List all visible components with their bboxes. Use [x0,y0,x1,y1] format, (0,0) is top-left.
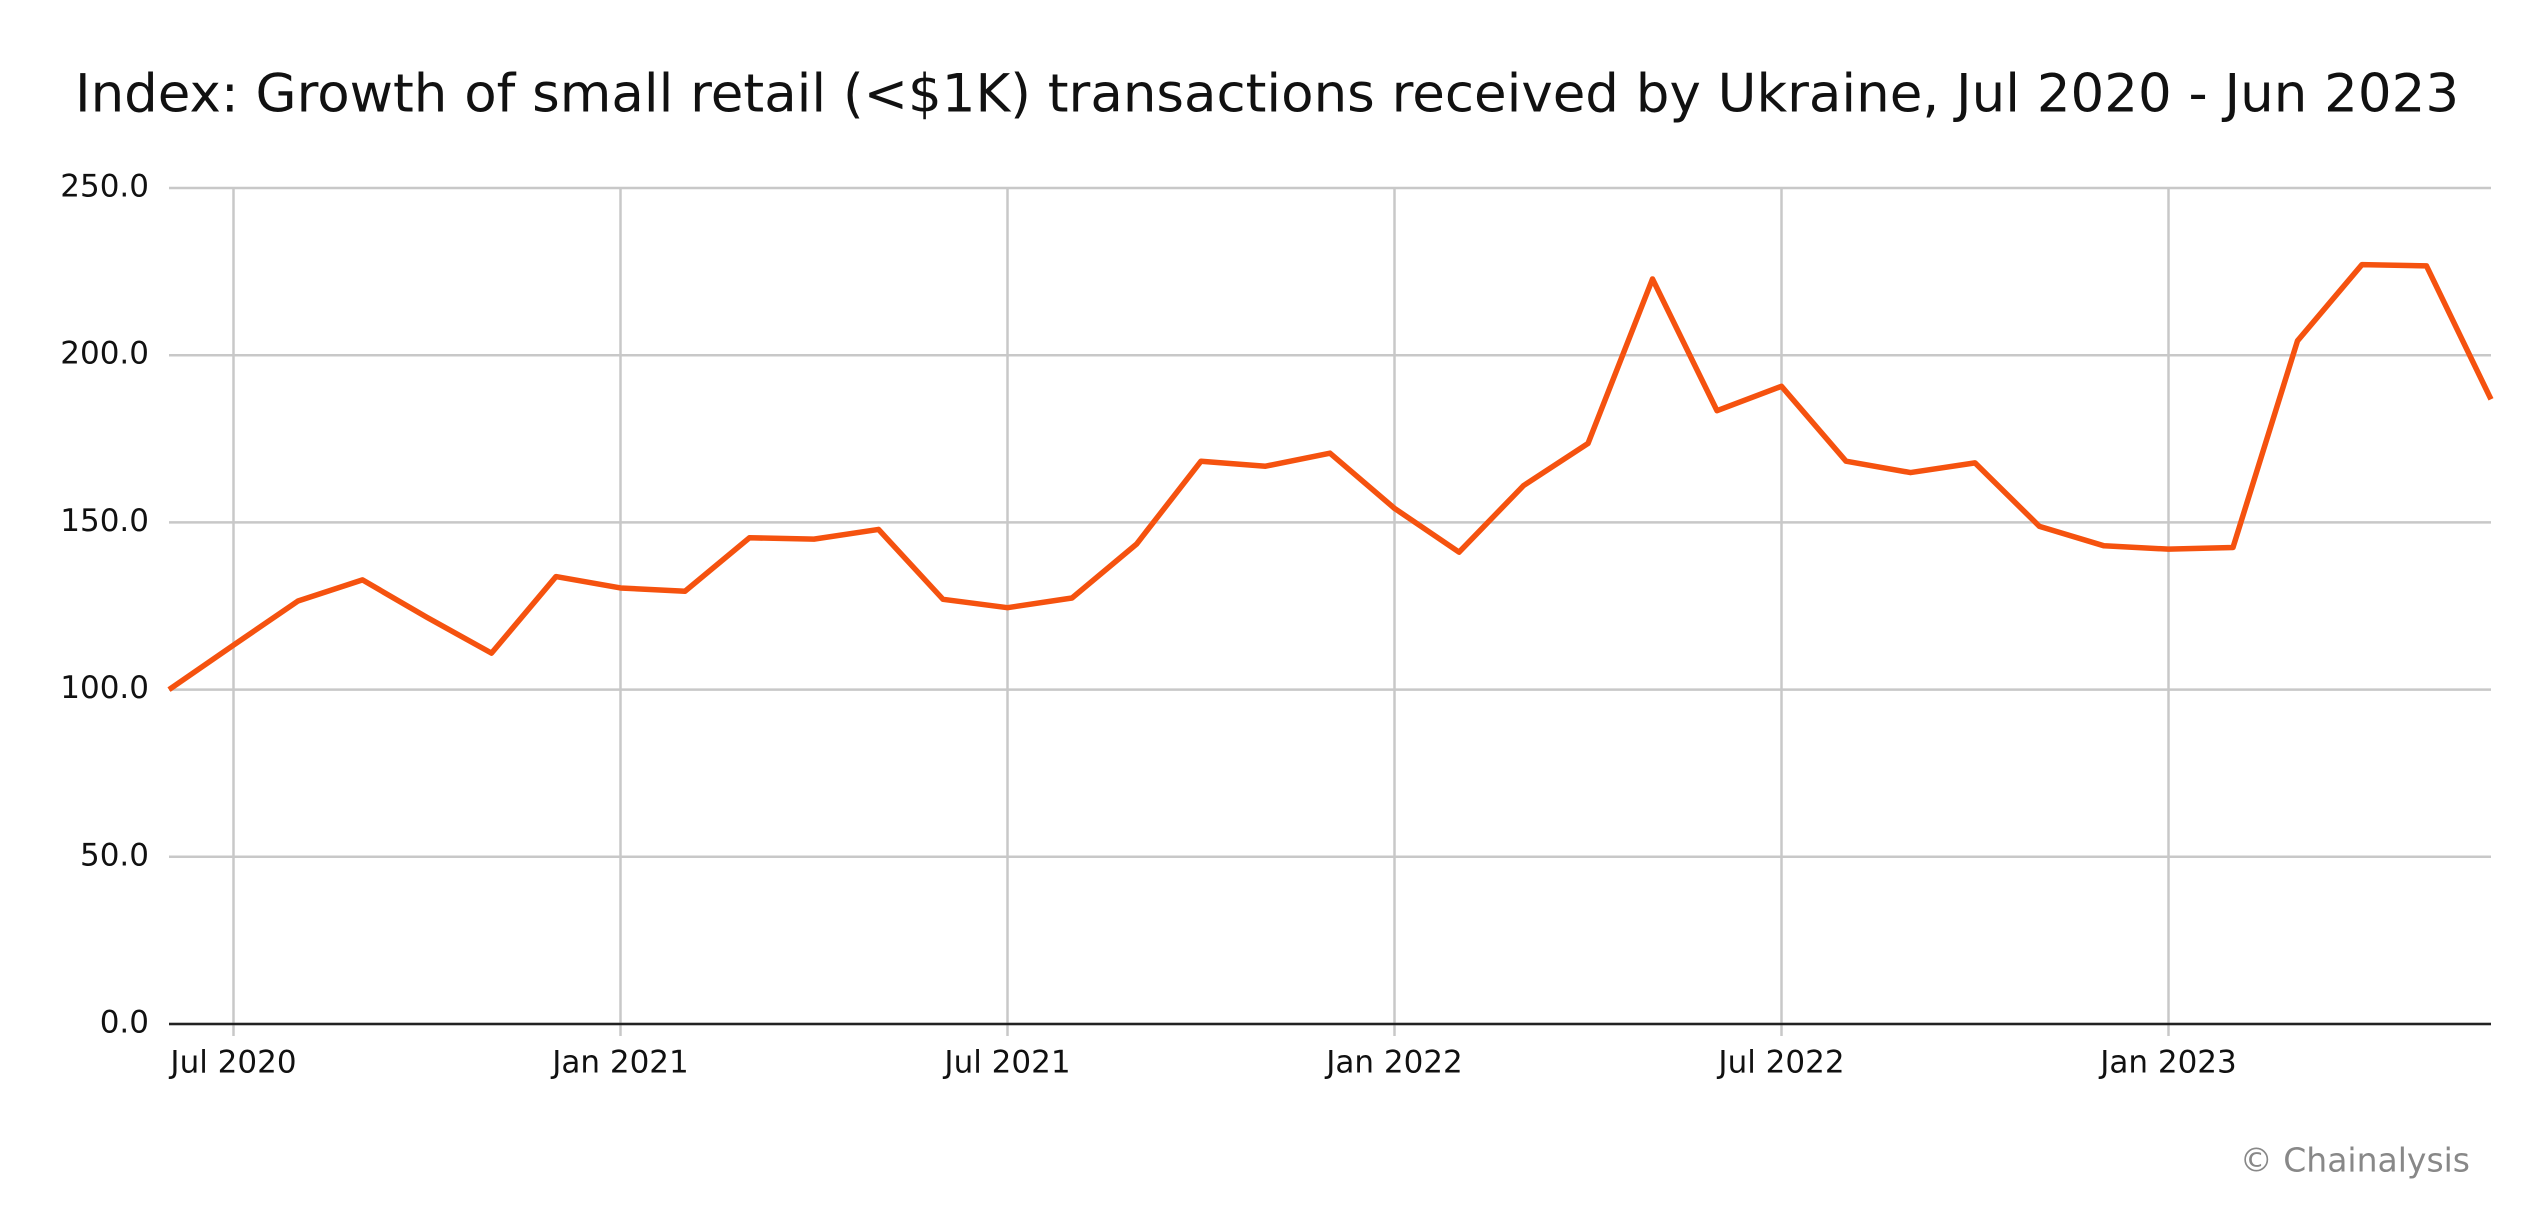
chart-title: Index: Growth of small retail (<$1K) tra… [75,64,2459,125]
y-tick-label: 100.0 [60,670,149,706]
x-tick-label: Jan 2023 [2098,1045,2237,1081]
x-tick-label: Jul 2020 [168,1045,296,1081]
x-tick-label: Jan 2021 [550,1045,689,1081]
y-tick-label: 150.0 [60,503,149,539]
y-tick-label: 50.0 [80,837,149,873]
x-tick-label: Jul 2021 [942,1045,1070,1081]
x-tick-label: Jan 2022 [1324,1045,1463,1081]
credit: © Chainalysis [2240,1141,2470,1180]
y-tick-label: 200.0 [60,336,149,372]
y-tick-label: 0.0 [100,1005,149,1041]
x-tick-label: Jul 2022 [1716,1045,1844,1081]
y-tick-label: 250.0 [60,169,149,205]
data-line [167,261,2494,692]
